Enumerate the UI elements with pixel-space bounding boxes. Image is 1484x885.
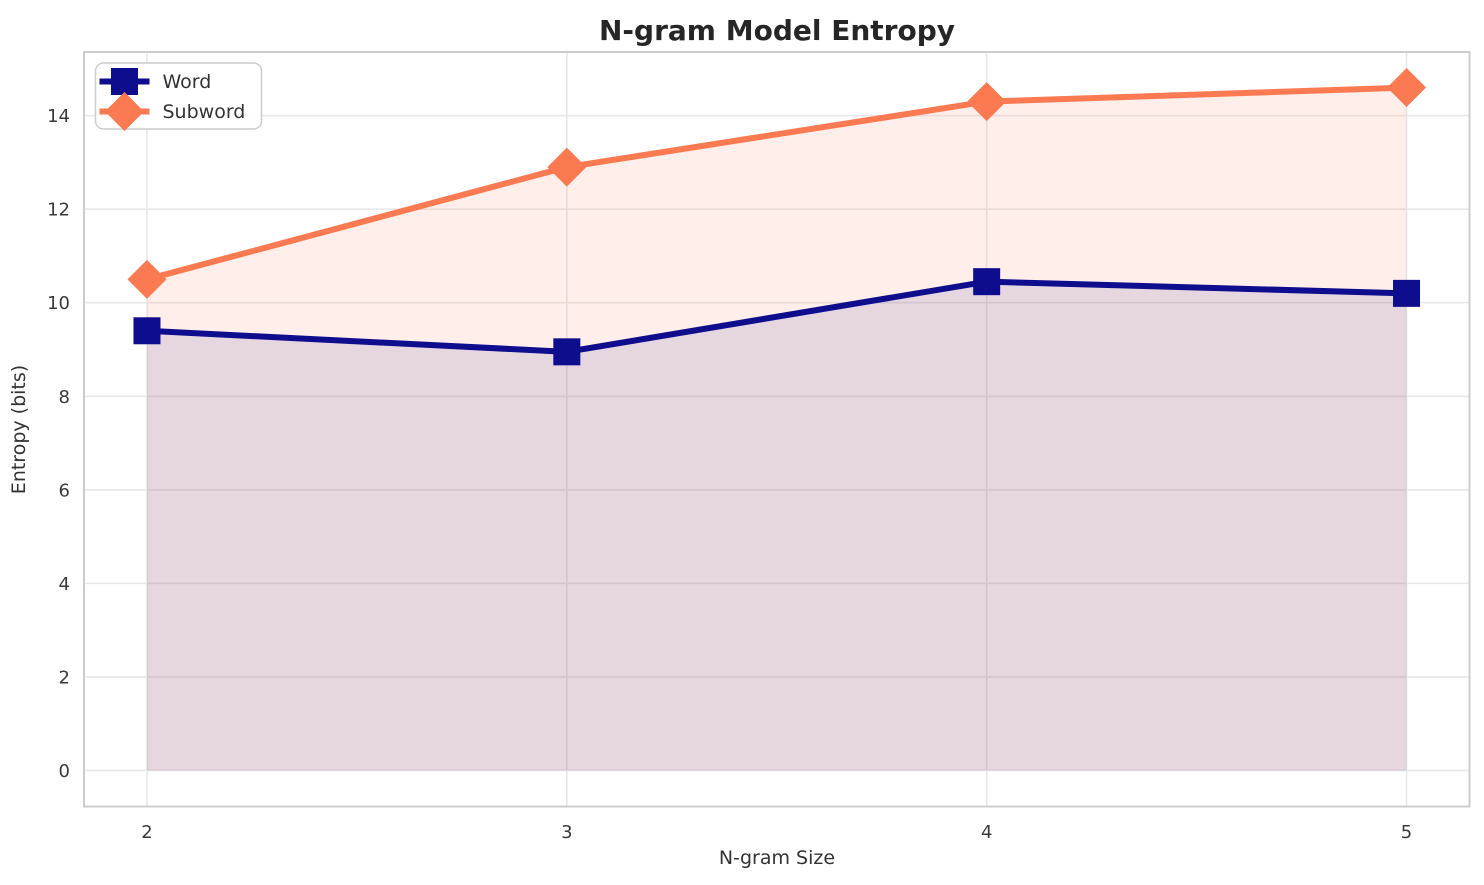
word-marker (973, 268, 1001, 296)
x-tick-label: 3 (561, 822, 572, 843)
tick-labels-layer: 0 2 4 6 8 10 12 14 2 3 4 5 (47, 106, 1412, 843)
y-axis-label: Entropy (bits) (8, 365, 30, 494)
subword-marker (967, 82, 1007, 122)
series-markers-layer (127, 68, 1427, 366)
y-tick-label: 0 (59, 761, 70, 782)
word-marker (133, 317, 161, 345)
x-tick-label: 2 (141, 822, 152, 843)
legend-item-word: Word (99, 68, 212, 95)
legend: Word Subword (94, 62, 263, 131)
legend-marker-word-icon (111, 68, 138, 95)
area-fills-layer (146, 87, 1407, 771)
y-tick-label: 2 (59, 667, 70, 688)
plot-border-layer (83, 51, 1471, 808)
plot-border (83, 51, 1471, 808)
subword-marker (547, 147, 587, 187)
y-tick-label: 12 (47, 200, 70, 221)
subword-marker (1387, 68, 1427, 108)
x-tick-label: 5 (1401, 822, 1412, 843)
y-tick-label: 10 (47, 293, 70, 314)
subword-line (146, 84, 1407, 283)
x-tick-label: 4 (981, 822, 992, 843)
y-tick-label: 6 (59, 480, 70, 501)
y-tick-label: 8 (59, 387, 70, 408)
word-line (146, 278, 1407, 355)
word-marker (1393, 279, 1421, 307)
legend-marker-subword-icon (105, 92, 144, 131)
legend-label: Subword (163, 101, 246, 123)
grid-layer (84, 52, 1470, 807)
legend-item-subword: Subword (99, 92, 246, 131)
chart-title: N-gram Model Entropy (599, 14, 955, 47)
subword-marker (127, 259, 167, 299)
word-area (146, 281, 1407, 771)
series-lines-layer (146, 84, 1407, 355)
y-tick-label: 14 (47, 106, 70, 127)
legend-label: Word (163, 71, 212, 93)
y-tick-label: 4 (59, 574, 70, 595)
x-axis-label: N-gram Size (719, 847, 835, 869)
word-marker (553, 338, 581, 366)
subword-area (146, 87, 1407, 771)
